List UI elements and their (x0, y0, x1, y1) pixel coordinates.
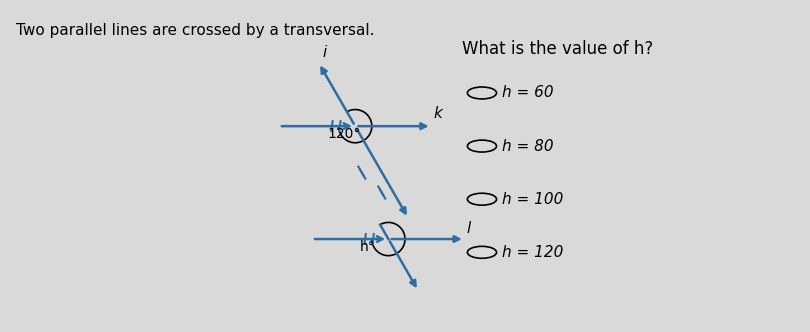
Text: h = 100: h = 100 (502, 192, 564, 207)
Text: l: l (467, 221, 471, 236)
Text: h = 80: h = 80 (502, 138, 554, 154)
Text: i: i (322, 44, 326, 59)
Text: What is the value of h?: What is the value of h? (462, 40, 653, 58)
Text: Two parallel lines are crossed by a transversal.: Two parallel lines are crossed by a tran… (16, 23, 375, 38)
Text: h = 120: h = 120 (502, 245, 564, 260)
Text: 120°: 120° (327, 127, 360, 141)
Text: k: k (433, 106, 442, 121)
Text: h = 60: h = 60 (502, 85, 554, 101)
Text: h°: h° (360, 240, 376, 254)
